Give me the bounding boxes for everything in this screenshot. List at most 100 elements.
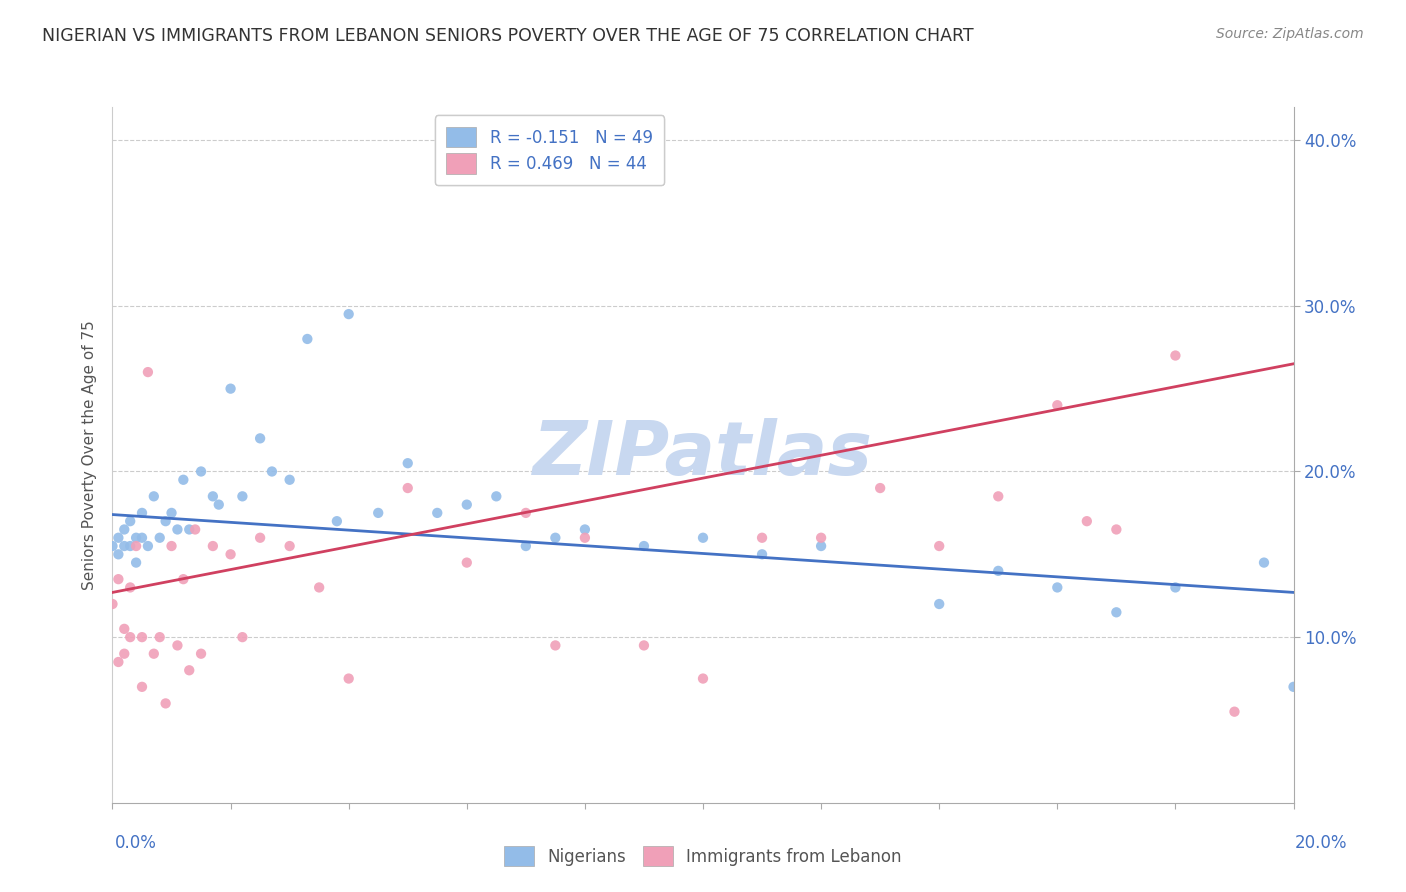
Point [633, 639, 655, 653]
Point [166, 639, 188, 653]
Point [231, 489, 253, 503]
Point [692, 531, 714, 545]
Point [120, 630, 142, 644]
Point [249, 531, 271, 545]
Point [544, 531, 567, 545]
Point [337, 672, 360, 686]
Point [166, 523, 188, 537]
Point [201, 539, 224, 553]
Point [136, 365, 159, 379]
Point [149, 630, 172, 644]
Point [278, 473, 301, 487]
Point [928, 539, 950, 553]
Point [142, 489, 165, 503]
Legend: Nigerians, Immigrants from Lebanon: Nigerians, Immigrants from Lebanon [496, 838, 910, 875]
Point [1046, 581, 1069, 595]
Point [367, 506, 389, 520]
Point [633, 539, 655, 553]
Text: ZIPatlas: ZIPatlas [533, 418, 873, 491]
Point [190, 647, 212, 661]
Point [160, 506, 183, 520]
Point [190, 465, 212, 479]
Point [396, 481, 419, 495]
Point [201, 489, 224, 503]
Point [149, 531, 172, 545]
Point [120, 514, 142, 528]
Point [101, 597, 124, 611]
Point [1076, 514, 1098, 528]
Point [120, 539, 142, 553]
Point [107, 547, 129, 561]
Point [326, 514, 349, 528]
Point [1223, 705, 1246, 719]
Point [101, 539, 124, 553]
Point [1253, 556, 1275, 570]
Point [751, 531, 773, 545]
Point [184, 523, 207, 537]
Point [574, 531, 596, 545]
Point [208, 498, 231, 512]
Point [751, 547, 773, 561]
Point [456, 556, 478, 570]
Point [107, 572, 129, 586]
Point [869, 481, 891, 495]
Point [515, 506, 537, 520]
Point [219, 547, 242, 561]
Point [260, 465, 283, 479]
Y-axis label: Seniors Poverty Over the Age of 75: Seniors Poverty Over the Age of 75 [82, 320, 97, 590]
Point [172, 473, 194, 487]
Point [810, 539, 832, 553]
Point [120, 581, 142, 595]
Point [131, 531, 153, 545]
Point [125, 531, 148, 545]
Point [131, 506, 153, 520]
Point [544, 639, 567, 653]
Point [107, 655, 129, 669]
Point [112, 523, 135, 537]
Point [155, 514, 177, 528]
Point [456, 498, 478, 512]
Point [112, 539, 135, 553]
Point [574, 523, 596, 537]
Point [136, 539, 159, 553]
Point [1046, 398, 1069, 412]
Text: Source: ZipAtlas.com: Source: ZipAtlas.com [1216, 27, 1364, 41]
Point [125, 556, 148, 570]
Text: NIGERIAN VS IMMIGRANTS FROM LEBANON SENIORS POVERTY OVER THE AGE OF 75 CORRELATI: NIGERIAN VS IMMIGRANTS FROM LEBANON SENI… [42, 27, 974, 45]
Point [1282, 680, 1305, 694]
Point [219, 382, 242, 396]
Point [308, 581, 330, 595]
Point [515, 539, 537, 553]
Legend: R = -0.151   N = 49, R = 0.469   N = 44: R = -0.151 N = 49, R = 0.469 N = 44 [434, 115, 664, 186]
Point [278, 539, 301, 553]
Point [692, 672, 714, 686]
Point [179, 663, 201, 677]
Point [297, 332, 319, 346]
Point [131, 630, 153, 644]
Point [131, 680, 153, 694]
Point [179, 523, 201, 537]
Point [1164, 349, 1187, 363]
Point [172, 572, 194, 586]
Point [485, 489, 508, 503]
Point [987, 489, 1010, 503]
Point [396, 456, 419, 470]
Text: 20.0%: 20.0% [1295, 834, 1347, 852]
Point [1105, 605, 1128, 619]
Point [155, 697, 177, 711]
Point [1105, 523, 1128, 537]
Point [142, 647, 165, 661]
Point [810, 531, 832, 545]
Point [107, 531, 129, 545]
Point [112, 622, 135, 636]
Point [1164, 581, 1187, 595]
Point [426, 506, 449, 520]
Point [160, 539, 183, 553]
Point [125, 539, 148, 553]
Text: 0.0%: 0.0% [115, 834, 157, 852]
Point [928, 597, 950, 611]
Point [231, 630, 253, 644]
Point [249, 431, 271, 445]
Point [987, 564, 1010, 578]
Point [112, 647, 135, 661]
